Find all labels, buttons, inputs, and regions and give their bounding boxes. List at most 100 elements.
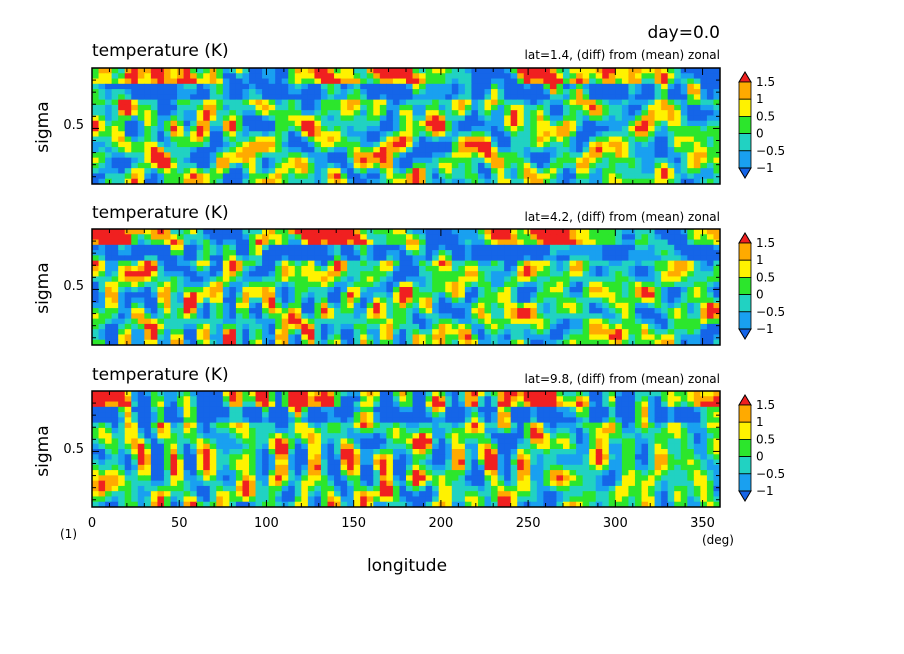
heatmap-cell (222, 110, 230, 117)
heatmap-cell (582, 178, 590, 184)
heatmap-cell (281, 131, 289, 138)
heatmap-cell (144, 78, 152, 85)
heatmap-cell (706, 271, 715, 278)
heatmap-cell (222, 131, 230, 138)
heatmap-cell (510, 120, 518, 127)
heatmap-cell (249, 136, 257, 143)
heatmap-cell (320, 297, 329, 304)
heatmap-cell (556, 157, 564, 164)
heatmap-cell (680, 329, 688, 336)
heatmap-cell (432, 136, 440, 143)
heatmap-cell (445, 94, 453, 101)
heatmap-cell (543, 281, 551, 288)
heatmap-cell (262, 334, 270, 341)
heatmap-cell (190, 126, 198, 132)
heatmap-cell (307, 313, 316, 320)
panel-title: temperature (K) (92, 365, 229, 385)
heatmap-cell (373, 94, 381, 101)
heatmap-cell (170, 313, 178, 320)
heatmap-cell (118, 131, 126, 138)
heatmap-cell (412, 329, 420, 336)
heatmap-cell (556, 308, 564, 314)
heatmap-cell (399, 308, 407, 314)
heatmap-cell (687, 329, 695, 336)
heatmap-cell (674, 329, 682, 336)
heatmap-cell (628, 229, 636, 235)
heatmap-cell (713, 302, 720, 309)
heatmap-cell (648, 120, 656, 127)
heatmap-cell (163, 229, 172, 235)
heatmap-cell (576, 229, 584, 235)
heatmap-cell (569, 178, 577, 184)
heatmap-cell (281, 297, 289, 304)
heatmap-cell (556, 89, 564, 95)
heatmap-cell (497, 329, 505, 336)
heatmap-cell (301, 68, 309, 74)
heatmap-cell (419, 78, 427, 85)
heatmap-cell (471, 313, 479, 320)
heatmap-cell (563, 136, 571, 143)
heatmap-cell (177, 391, 185, 397)
heatmap-cell (386, 396, 394, 403)
heatmap-cell (262, 152, 270, 159)
heatmap-cell (536, 115, 544, 122)
heatmap-cell (301, 131, 309, 138)
heatmap-cell (700, 406, 708, 413)
heatmap-cell (222, 141, 230, 148)
heatmap-cell (569, 162, 577, 169)
heatmap-cell (216, 115, 224, 122)
heatmap-cell (131, 308, 139, 314)
heatmap-cell (615, 89, 623, 95)
heatmap-cell (353, 401, 361, 408)
heatmap-cell (360, 297, 368, 304)
heatmap-cell (105, 339, 113, 345)
heatmap-cell (432, 406, 440, 413)
heatmap-cell (294, 318, 302, 325)
heatmap-cell (92, 229, 100, 235)
heatmap-cell (464, 136, 473, 143)
heatmap-cell (353, 302, 361, 309)
heatmap-cell (347, 255, 355, 262)
heatmap-cell (504, 68, 512, 74)
heatmap-cell (392, 120, 401, 127)
heatmap-cell (634, 244, 643, 251)
heatmap-cell (366, 89, 374, 95)
heatmap-cell (249, 401, 257, 408)
heatmap-cell (288, 329, 296, 336)
heatmap-cell (268, 287, 276, 293)
heatmap-cell (229, 417, 237, 424)
heatmap-cell (353, 412, 361, 418)
heatmap-cell (163, 78, 172, 85)
heatmap-cell (432, 73, 440, 80)
heatmap-cell (301, 339, 309, 345)
heatmap-cell (118, 89, 126, 95)
heatmap-cell (157, 68, 165, 74)
heatmap-cell (674, 152, 682, 159)
heatmap-cell (674, 308, 682, 314)
heatmap-cell (425, 173, 433, 180)
heatmap-cell (536, 120, 544, 127)
heatmap-cell (229, 302, 237, 309)
heatmap-cell (379, 229, 387, 235)
heatmap-cell (327, 141, 335, 148)
heatmap-cell (700, 396, 708, 403)
heatmap-cell (170, 94, 178, 101)
heatmap-cell (392, 244, 401, 251)
heatmap-cell (491, 297, 499, 304)
heatmap-cell (294, 302, 302, 309)
heatmap-cell (477, 234, 486, 241)
heatmap-cell (392, 255, 401, 262)
heatmap-cell (399, 318, 407, 325)
heatmap-cell (523, 141, 531, 148)
heatmap-cell (569, 265, 577, 272)
heatmap-cell (392, 173, 401, 180)
heatmap-cell (419, 234, 427, 241)
heatmap-cell (137, 318, 145, 325)
heatmap-cell (255, 406, 263, 413)
heatmap-cell (196, 173, 204, 180)
heatmap-cell (582, 229, 590, 235)
heatmap-cell (203, 339, 211, 345)
heatmap-cell (412, 244, 420, 251)
heatmap-cell (497, 68, 505, 74)
heatmap-cell (118, 178, 126, 184)
